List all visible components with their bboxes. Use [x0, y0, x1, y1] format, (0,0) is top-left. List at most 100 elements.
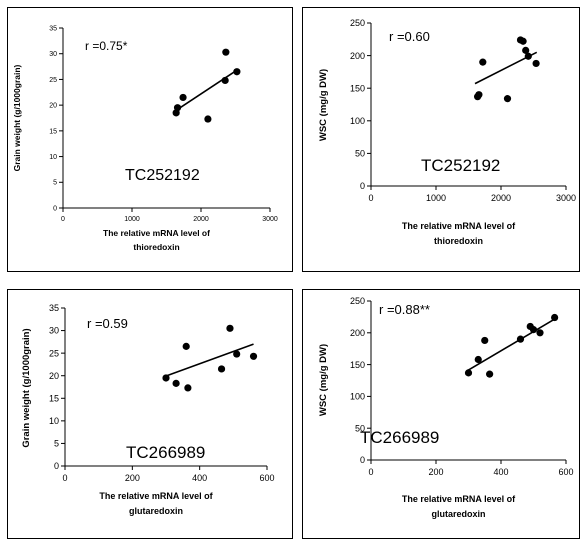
trendline-grain-glut — [164, 343, 254, 378]
data-point-grain-glut-0 — [162, 374, 170, 382]
data-point-grain-thio-2 — [179, 93, 187, 102]
y-tick-label-wsc-thio: 250 — [350, 18, 365, 28]
data-point-wsc-thio-2 — [479, 58, 487, 66]
data-point-wsc-thio-7 — [524, 52, 532, 60]
chart-wsc-thioredoxin: 0 50 100 150 200 250 0 1000 2000 3000 WSC (mg/g DW… — [318, 18, 576, 246]
data-point-grain-thio-3 — [204, 115, 212, 123]
y-tick-label-wsc-thio: 0 — [360, 181, 365, 191]
y-tick-label-wsc-glut: 50 — [355, 423, 365, 433]
correlation-label-grain-thio: r =0.75* — [85, 39, 128, 53]
data-point-grain-glut-6 — [233, 350, 241, 358]
data-point-grain-glut-5 — [226, 324, 234, 332]
x-axis-label-line2-grain-glut: glutaredoxin — [129, 506, 183, 516]
gene-id-label-wsc-glut: TC266989 — [360, 428, 439, 447]
y-tick-label-grain-thio: 15 — [49, 128, 57, 135]
y-tick-label-grain-glut: 0 — [54, 461, 59, 471]
y-tick-label-wsc-glut: 200 — [350, 328, 365, 338]
y-axis-label-grain-glut: Grain weight (g/1000grain) — [21, 328, 32, 447]
data-point-grain-thio-5 — [222, 48, 230, 56]
y-axis-label-wsc-glut: WSC (mg/g DW) — [318, 344, 329, 416]
x-tick-label-wsc-thio: 1000 — [426, 193, 446, 203]
x-axis-label-wsc-thio: The relative mRNA level of — [402, 221, 516, 231]
data-point-grain-glut-3 — [184, 384, 192, 392]
y-tick-label-grain-glut: 30 — [49, 326, 59, 336]
trendline-wsc-glut — [466, 319, 554, 372]
x-tick-label-wsc-thio: 3000 — [556, 193, 576, 203]
panel-wsc-glutaredoxin: 0 50 100 150 200 250 0 200 400 600 WSC (mg/g DW) Th… — [302, 289, 580, 539]
x-tick-label-wsc-glut: 0 — [368, 467, 373, 477]
data-point-wsc-glut-6 — [529, 326, 538, 334]
data-point-wsc-glut-0 — [464, 369, 473, 377]
y-axis-label-wsc-thio: WSC (mg/g DW) — [318, 69, 329, 141]
chart-grain-glutaredoxin: 0 5 10 15 20 25 30 35 0 200 400 600 Grain weight (g/… — [21, 303, 275, 516]
gene-id-label-wsc-thio: TC252192 — [421, 156, 500, 175]
x-tick-label-grain-thio: 2000 — [193, 216, 209, 223]
data-point-grain-glut-2 — [182, 342, 190, 350]
x-tick-label-grain-glut: 400 — [192, 473, 207, 483]
x-axis-label-line2-wsc-glut: glutaredoxin — [431, 509, 485, 519]
y-tick-label-grain-glut: 20 — [49, 371, 59, 381]
x-axis-label-line2-grain-thio: thioredoxin — [133, 242, 179, 252]
y-tick-label-grain-thio: 35 — [49, 25, 57, 32]
data-point-wsc-glut-4 — [516, 335, 525, 343]
x-tick-label-wsc-glut: 600 — [558, 467, 573, 477]
y-tick-label-wsc-glut: 150 — [350, 360, 365, 370]
y-tick-label-wsc-glut: 100 — [350, 392, 365, 402]
x-axis-label-line2-wsc-thio: thioredoxin — [434, 236, 483, 246]
y-tick-label-grain-glut: 10 — [49, 416, 59, 426]
x-tick-label-wsc-glut: 200 — [428, 467, 443, 477]
y-tick-label-wsc-glut: 0 — [360, 455, 365, 465]
panel-wsc-thioredoxin: 0 50 100 150 200 250 0 1000 2000 3000 WSC (mg/g DW… — [302, 7, 580, 272]
y-tick-label-wsc-thio: 200 — [350, 51, 365, 61]
x-tick-label-grain-thio: 0 — [61, 216, 65, 223]
x-tick-label-grain-thio: 1000 — [124, 216, 140, 223]
y-tick-label-grain-glut: 5 — [54, 439, 59, 449]
x-tick-label-wsc-thio: 2000 — [491, 193, 511, 203]
chart-grain-thioredoxin: 0 5 10 15 20 25 30 35 0 1000 2000 3000 Grain weight … — [12, 25, 278, 252]
data-point-grain-glut-1 — [172, 379, 180, 387]
data-point-wsc-glut-7 — [536, 329, 544, 337]
data-point-wsc-thio-1 — [475, 91, 483, 99]
chart-wsc-glutaredoxin: 0 50 100 150 200 250 0 200 400 600 WSC (mg/g DW) Th… — [318, 296, 574, 519]
trendline-grain-thio — [175, 69, 238, 111]
data-point-grain-thio-6 — [233, 68, 241, 76]
data-point-grain-glut-7 — [249, 352, 258, 360]
data-point-wsc-thio-6 — [522, 46, 530, 54]
gene-id-label-grain-glut: TC266989 — [126, 443, 205, 462]
data-point-wsc-thio-3 — [503, 95, 512, 103]
data-point-wsc-thio-8 — [532, 59, 540, 68]
correlation-label-grain-glut: r =0.59 — [87, 316, 128, 331]
data-point-grain-glut-4 — [217, 365, 226, 373]
x-tick-label-grain-glut: 0 — [62, 473, 67, 483]
x-axis-label-grain-thio: The relative mRNA level of — [103, 228, 210, 238]
x-tick-label-grain-thio: 3000 — [262, 216, 278, 223]
y-tick-label-grain-thio: 10 — [49, 154, 57, 161]
data-point-wsc-glut-1 — [474, 355, 482, 364]
x-axis-label-wsc-glut: The relative mRNA level of — [402, 494, 516, 504]
x-tick-label-grain-glut: 200 — [125, 473, 140, 483]
data-point-grain-thio-4 — [221, 76, 229, 85]
gene-id-label-grain-thio: TC252192 — [125, 167, 200, 184]
data-point-wsc-glut-8 — [551, 313, 559, 322]
x-axis-label-grain-glut: The relative mRNA level of — [99, 491, 213, 501]
y-tick-label-grain-thio: 5 — [53, 180, 57, 187]
correlation-label-wsc-glut: r =0.88** — [379, 302, 430, 317]
x-tick-label-wsc-thio: 0 — [368, 193, 373, 203]
y-tick-label-wsc-thio: 150 — [350, 83, 365, 93]
y-tick-label-grain-thio: 30 — [49, 51, 57, 58]
y-tick-label-grain-thio: 20 — [49, 103, 57, 110]
data-point-wsc-glut-3 — [486, 370, 494, 378]
panel-grain-glutaredoxin: 0 5 10 15 20 25 30 35 0 200 400 600 Grain weight (g/… — [7, 289, 293, 539]
panel-grain-thioredoxin: 0 5 10 15 20 25 30 35 0 1000 2000 3000 Grain weight … — [7, 7, 293, 272]
y-tick-label-grain-glut: 25 — [49, 348, 59, 358]
y-tick-label-grain-thio: 25 — [49, 77, 57, 84]
y-tick-label-wsc-thio: 100 — [350, 116, 365, 126]
data-point-wsc-thio-5 — [519, 37, 527, 45]
x-tick-label-wsc-glut: 400 — [493, 467, 508, 477]
y-tick-label-grain-thio: 0 — [53, 205, 57, 212]
y-axis-label-grain-thio: Grain weight (g/1000grain) — [12, 64, 22, 171]
y-tick-label-wsc-thio: 50 — [355, 149, 365, 159]
correlation-label-wsc-thio: r =0.60 — [389, 29, 430, 44]
data-point-grain-thio-1 — [173, 104, 182, 112]
y-tick-label-wsc-glut: 250 — [350, 296, 365, 306]
